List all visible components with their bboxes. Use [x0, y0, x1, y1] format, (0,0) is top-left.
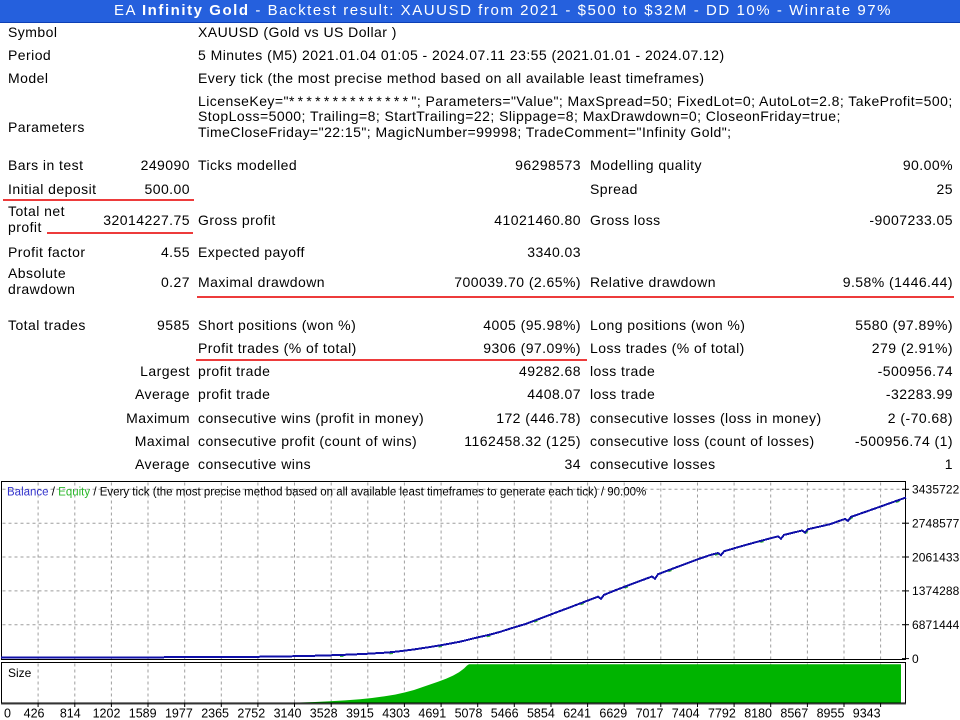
svg-text:8567: 8567 [780, 706, 808, 720]
svg-text:0: 0 [912, 652, 919, 666]
svg-text:3528: 3528 [310, 706, 338, 720]
svg-text:3435722: 3435722 [912, 483, 960, 497]
svg-text:1374288: 1374288 [912, 584, 960, 598]
svg-text:5466: 5466 [491, 706, 519, 720]
svg-text:814: 814 [60, 706, 81, 720]
svg-text:0: 0 [4, 706, 11, 720]
svg-text:5078: 5078 [455, 706, 483, 720]
svg-text:9343: 9343 [853, 706, 881, 720]
svg-text:5854: 5854 [527, 706, 555, 720]
svg-text:426: 426 [24, 706, 45, 720]
svg-text:7404: 7404 [672, 706, 700, 720]
svg-text:1977: 1977 [165, 706, 193, 720]
svg-text:6629: 6629 [599, 706, 627, 720]
svg-text:2365: 2365 [201, 706, 229, 720]
svg-text:7792: 7792 [708, 706, 736, 720]
svg-text:Balance / Equity / Every tick: Balance / Equity / Every tick (the most … [7, 487, 646, 499]
svg-text:3915: 3915 [346, 706, 374, 720]
svg-text:3140: 3140 [274, 706, 302, 720]
svg-text:4691: 4691 [418, 706, 446, 720]
svg-text:7017: 7017 [636, 706, 664, 720]
svg-text:4303: 4303 [382, 706, 410, 720]
svg-text:6241: 6241 [563, 706, 591, 720]
svg-text:1589: 1589 [129, 706, 157, 720]
svg-text:2752: 2752 [237, 706, 265, 720]
svg-text:1202: 1202 [93, 706, 121, 720]
svg-text:Size: Size [8, 666, 32, 680]
svg-text:2748577: 2748577 [912, 517, 960, 531]
svg-text:2061433: 2061433 [912, 550, 960, 564]
svg-text:8180: 8180 [744, 706, 772, 720]
svg-text:6871444: 6871444 [912, 618, 960, 632]
svg-text:8955: 8955 [817, 706, 845, 720]
